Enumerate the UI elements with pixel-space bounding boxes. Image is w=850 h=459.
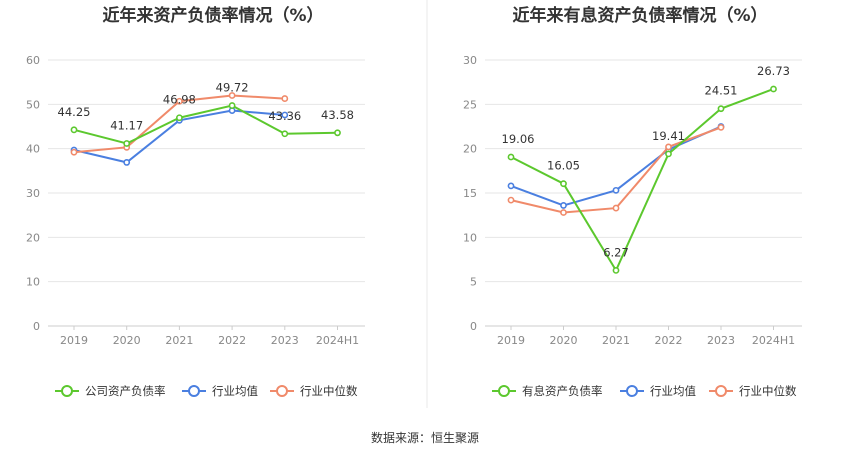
data-point — [665, 150, 672, 158]
x-tick-label: 2024H1 — [752, 334, 795, 347]
legend-label: 有息资产负债率 — [522, 384, 603, 398]
y-tick-label: 15 — [463, 187, 477, 200]
data-point — [281, 130, 289, 138]
series-line — [510, 88, 774, 273]
data-point — [717, 123, 725, 131]
y-tick-label: 10 — [26, 276, 40, 289]
data-point — [507, 153, 515, 161]
data-point — [612, 267, 620, 274]
data-point — [770, 85, 777, 93]
data-point — [123, 140, 131, 147]
data-point — [612, 186, 620, 194]
x-tick-label: 2021 — [165, 334, 193, 347]
data-point — [560, 180, 567, 188]
data-point — [228, 92, 236, 99]
data-label: 44.25 — [58, 105, 91, 119]
x-tick-label: 2020 — [550, 334, 578, 347]
data-point — [665, 143, 672, 151]
y-tick-label: 60 — [26, 54, 40, 67]
y-tick-label: 25 — [463, 98, 477, 111]
x-tick-label: 2019 — [60, 334, 88, 347]
y-tick-label: 5 — [470, 276, 477, 289]
legend-label: 行业均值 — [212, 384, 258, 398]
data-point — [281, 95, 289, 102]
legend-label: 行业中位数 — [300, 384, 358, 398]
legend-label: 行业中位数 — [739, 384, 797, 398]
legend-marker — [61, 385, 73, 397]
data-point — [175, 114, 183, 122]
legend-marker — [626, 385, 638, 397]
y-tick-label: 0 — [33, 320, 40, 333]
data-point — [560, 202, 567, 209]
legend-label: 行业均值 — [650, 384, 696, 398]
y-tick-label: 30 — [26, 187, 40, 200]
legend-marker — [188, 385, 200, 397]
y-tick-label: 20 — [26, 231, 40, 244]
data-point — [560, 209, 567, 216]
legend-marker — [276, 385, 288, 397]
data-point — [717, 105, 725, 113]
legend-marker — [715, 385, 727, 397]
data-label: 46.98 — [163, 93, 196, 107]
y-tick-label: 10 — [463, 231, 477, 244]
data-label: 19.06 — [502, 132, 535, 146]
data-label: 6.27 — [603, 245, 629, 259]
series-line — [73, 104, 338, 145]
data-source: 数据来源：恒生聚源 — [371, 430, 479, 445]
data-point — [175, 97, 183, 105]
data-point — [228, 102, 236, 109]
data-label: 16.05 — [547, 159, 580, 173]
data-point — [507, 182, 515, 190]
series-line — [510, 126, 722, 214]
data-label: 49.72 — [216, 81, 249, 95]
x-tick-label: 2023 — [271, 334, 299, 347]
data-label: 43.36 — [268, 109, 301, 123]
chart-title: 近年来资产负债率情况（%） — [102, 5, 323, 26]
y-tick-label: 0 — [470, 320, 477, 333]
y-tick-label: 20 — [463, 143, 477, 156]
y-tick-label: 30 — [463, 54, 477, 67]
x-tick-label: 2021 — [602, 334, 630, 347]
x-tick-label: 2023 — [707, 334, 735, 347]
data-point — [334, 129, 341, 137]
y-tick-label: 40 — [26, 143, 40, 156]
x-tick-label: 2022 — [655, 334, 683, 347]
x-tick-label: 2024H1 — [316, 334, 359, 347]
data-label: 24.51 — [705, 84, 738, 98]
x-tick-label: 2020 — [113, 334, 141, 347]
data-label: 26.73 — [757, 64, 790, 78]
data-point — [507, 196, 515, 204]
y-tick-label: 50 — [26, 98, 40, 111]
data-point — [281, 111, 289, 119]
data-point — [123, 159, 131, 166]
chart-title: 近年来有息资产负债率情况（%） — [512, 5, 767, 26]
legend-marker — [498, 385, 510, 397]
data-point — [70, 148, 78, 156]
data-label: 41.17 — [110, 118, 143, 132]
x-tick-label: 2019 — [497, 334, 525, 347]
data-label: 43.58 — [321, 108, 354, 122]
data-point — [70, 126, 78, 134]
legend-label: 公司资产负债率 — [85, 384, 166, 398]
data-label: 19.41 — [652, 129, 685, 143]
x-tick-label: 2022 — [218, 334, 246, 347]
data-point — [612, 204, 620, 212]
